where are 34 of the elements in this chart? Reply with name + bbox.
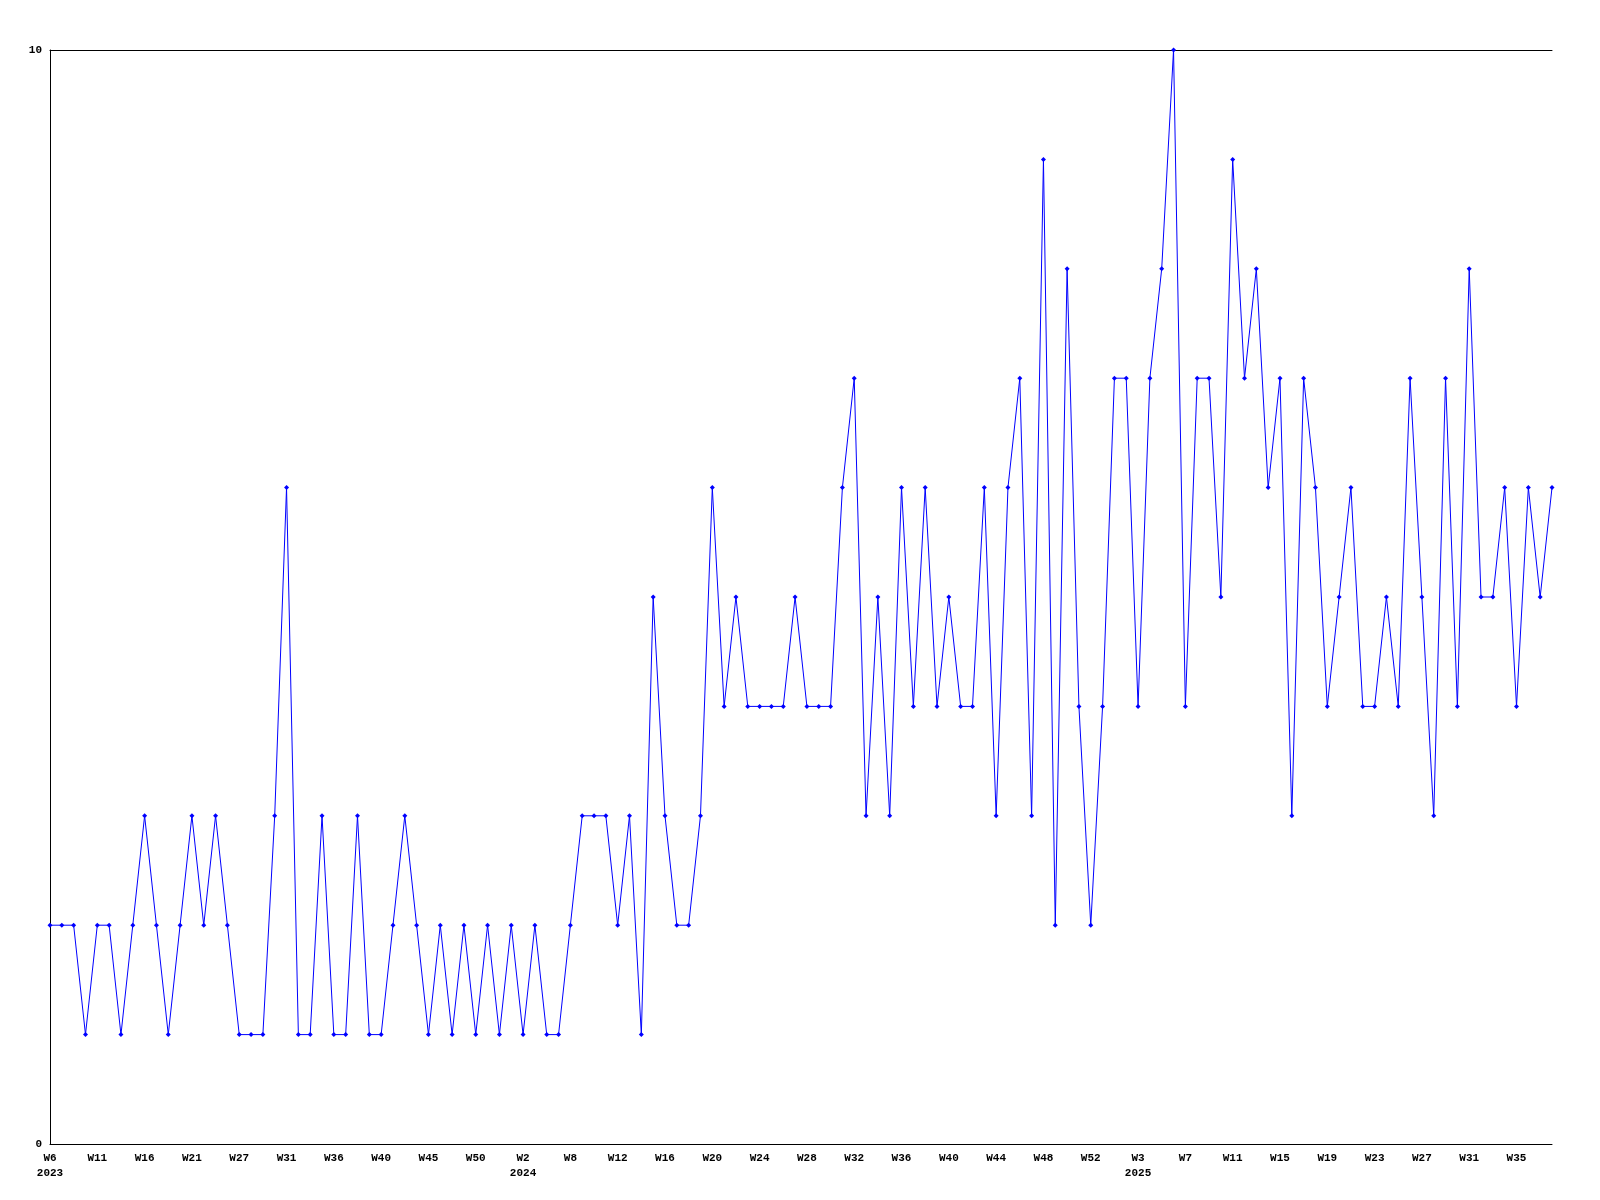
x-tick-label: W20 bbox=[702, 1151, 723, 1164]
x-tick-label: W36 bbox=[323, 1151, 344, 1164]
x-tick-label: W27 bbox=[1412, 1151, 1432, 1164]
x-tick-label: W16 bbox=[134, 1151, 155, 1164]
y-tick-label: 10 bbox=[28, 44, 42, 56]
x-tick-label: W31 bbox=[1459, 1151, 1480, 1164]
y-tick-label: 0 bbox=[35, 1138, 42, 1150]
x-tick-label: W11 bbox=[1222, 1151, 1243, 1164]
x-tick-label: W50 bbox=[465, 1151, 486, 1164]
x-tick-label: W19 bbox=[1317, 1151, 1338, 1164]
x-tick-label: W6 2023 bbox=[36, 1151, 64, 1179]
x-tick-label: W32 bbox=[844, 1151, 865, 1164]
x-tick-label: W15 bbox=[1270, 1151, 1291, 1164]
x-tick-label: W28 bbox=[797, 1151, 818, 1164]
x-tick-label: W45 bbox=[418, 1151, 439, 1164]
x-tick-label: W40 bbox=[938, 1151, 959, 1164]
x-tick-label: W24 bbox=[749, 1151, 770, 1164]
x-tick-label: W3 2025 bbox=[1124, 1151, 1152, 1179]
x-tick-label: W8 bbox=[563, 1151, 578, 1164]
x-tick-label: W2 2024 bbox=[509, 1151, 537, 1179]
x-tick-label: W23 bbox=[1364, 1151, 1385, 1164]
x-tick-label: W11 bbox=[87, 1151, 108, 1164]
x-tick-label: W27 bbox=[229, 1151, 250, 1164]
x-tick-label: W44 bbox=[986, 1151, 1007, 1164]
x-tick-label: W31 bbox=[276, 1151, 297, 1164]
x-tick-label: W21 bbox=[182, 1151, 203, 1164]
x-tick-label: W7 bbox=[1178, 1151, 1192, 1164]
x-tick-label: W36 bbox=[891, 1151, 912, 1164]
x-tick-label: W40 bbox=[371, 1151, 392, 1164]
x-tick-label: W52 bbox=[1080, 1151, 1101, 1164]
x-tick-label: W35 bbox=[1506, 1151, 1527, 1164]
x-tick-label: W48 bbox=[1033, 1151, 1054, 1164]
x-tick-label: W12 bbox=[607, 1151, 628, 1164]
x-tick-label: W16 bbox=[655, 1151, 675, 1164]
